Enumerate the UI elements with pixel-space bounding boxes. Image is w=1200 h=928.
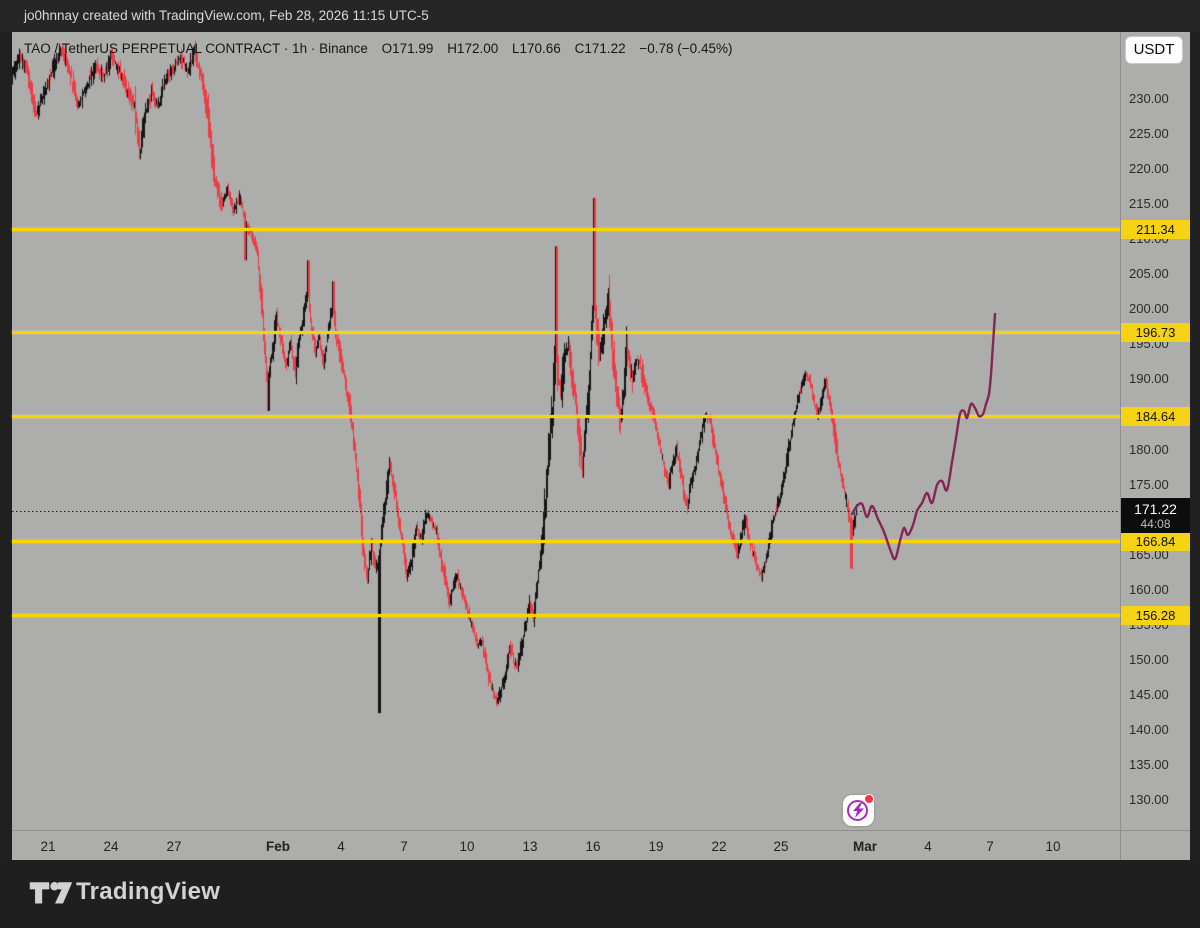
price-tick-label: 215.00 xyxy=(1129,196,1169,212)
time-tick-label: 16 xyxy=(585,839,601,854)
time-tick-label: 10 xyxy=(459,839,475,854)
price-tick-label: 130.00 xyxy=(1129,792,1169,807)
ohlc-high: H172.00 xyxy=(447,41,499,56)
symbol-title[interactable]: TAO / TetherUS PERPETUAL CONTRACT · 1h ·… xyxy=(24,41,368,56)
ohlc-change: −0.78 (−0.45%) xyxy=(639,41,733,56)
attribution-bar: jo0hnnay created with TradingView.com, F… xyxy=(0,0,1200,32)
flash-ring-icon xyxy=(847,799,868,821)
price-axis-border xyxy=(1120,32,1121,860)
time-tick-label: 25 xyxy=(773,839,789,854)
time-tick-label: 10 xyxy=(1045,839,1061,854)
level-price-label: 166.84 xyxy=(1121,532,1190,552)
price-tick-label: 175.00 xyxy=(1129,476,1169,492)
symbol-header[interactable]: TAO / TetherUS PERPETUAL CONTRACT · 1h ·… xyxy=(24,41,742,56)
price-tick-label: 180.00 xyxy=(1129,441,1169,457)
price-tick-label: 150.00 xyxy=(1129,651,1169,667)
price-tick-label: 190.00 xyxy=(1129,371,1169,387)
level-line[interactable] xyxy=(12,415,1120,419)
footer: TradingView xyxy=(0,860,1200,928)
time-tick-label: 22 xyxy=(711,839,727,854)
price-tick-label: 220.00 xyxy=(1129,161,1169,177)
time-tick-label: 19 xyxy=(648,839,664,854)
ohlc-low: L170.66 xyxy=(512,41,561,56)
time-tick-label: 24 xyxy=(103,839,119,854)
price-tick-label: 145.00 xyxy=(1129,686,1169,702)
lightning-bolt-icon xyxy=(853,803,864,818)
time-tick-label: 7 xyxy=(986,839,994,854)
price-tick-label: 225.00 xyxy=(1129,126,1169,142)
currency-toggle-button[interactable]: USDT xyxy=(1125,36,1183,64)
level-price-label: 211.34 xyxy=(1121,220,1190,240)
price-tick-label: 230.00 xyxy=(1129,91,1169,106)
time-tick-label: 13 xyxy=(522,839,538,854)
time-tick-label: 7 xyxy=(400,839,408,854)
level-line[interactable] xyxy=(12,330,1120,334)
price-tick-label: 160.00 xyxy=(1129,581,1169,597)
time-tick-label: Feb xyxy=(265,839,291,854)
ohlc-close: C171.22 xyxy=(574,41,626,56)
price-tick-label: 205.00 xyxy=(1129,266,1169,282)
time-tick-label: 27 xyxy=(166,839,182,854)
flash-idea-button[interactable] xyxy=(843,794,874,826)
level-price-label: 196.73 xyxy=(1121,322,1190,342)
level-price-label: 184.64 xyxy=(1121,407,1190,427)
time-axis-border xyxy=(12,830,1190,831)
tradingview-wordmark[interactable]: TradingView xyxy=(76,878,221,905)
price-tick-label: 140.00 xyxy=(1129,721,1169,737)
level-price-label: 156.28 xyxy=(1121,606,1190,626)
current-price-label: 171.22 44:08 xyxy=(1121,498,1190,534)
price-tick-label: 135.00 xyxy=(1129,756,1169,772)
ohlc-open: O171.99 xyxy=(381,41,434,56)
current-price-value: 171.22 xyxy=(1134,501,1177,518)
level-line[interactable] xyxy=(12,540,1120,544)
time-tick-label: 21 xyxy=(40,839,56,854)
time-tick-label: Mar xyxy=(852,839,878,854)
price-tick-label: 200.00 xyxy=(1129,301,1169,317)
tradingview-logo-icon[interactable] xyxy=(28,876,74,908)
time-tick-label: 4 xyxy=(924,839,932,854)
level-line[interactable] xyxy=(12,228,1120,232)
attribution-text: jo0hnnay created with TradingView.com, F… xyxy=(24,8,429,23)
bar-close-countdown: 44:08 xyxy=(1140,517,1171,532)
candlestick-chart[interactable] xyxy=(12,32,1120,830)
current-price-line xyxy=(12,511,1120,513)
time-tick-label: 4 xyxy=(337,839,345,854)
notification-dot-icon xyxy=(864,794,874,804)
level-line[interactable] xyxy=(12,614,1120,618)
